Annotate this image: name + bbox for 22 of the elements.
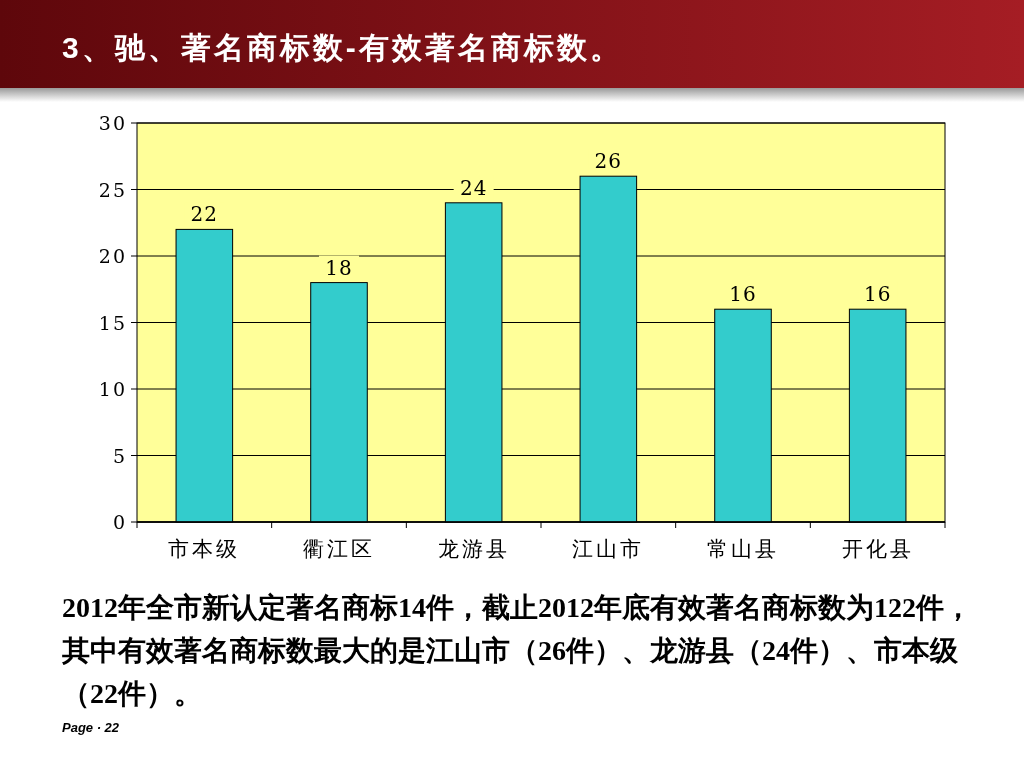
x-tick-label: 常山县 xyxy=(707,537,779,561)
x-tick-label: 市本级 xyxy=(168,537,241,561)
y-tick-label: 5 xyxy=(112,444,127,467)
data-label: 22 xyxy=(190,202,219,227)
y-tick-label: 0 xyxy=(112,511,127,533)
data-label: 16 xyxy=(863,282,892,307)
x-tick-label: 江山市 xyxy=(572,537,645,561)
data-label: 18 xyxy=(325,255,353,280)
text: Page · 22 xyxy=(62,720,120,735)
x-tick-label: 衢江区 xyxy=(303,537,375,561)
data-label: 26 xyxy=(594,149,623,174)
title: 3、驰、著名商标数-有效著名商标数。 xyxy=(62,31,623,64)
data-label: 24 xyxy=(459,175,488,200)
y-tick-label: 30 xyxy=(98,112,127,134)
y-tick-label: 20 xyxy=(98,245,127,267)
x-tick-label: 龙游县 xyxy=(437,537,510,561)
data-label: 16 xyxy=(729,282,757,307)
y-tick-label: 10 xyxy=(98,378,127,400)
x-tick-label: 开化县 xyxy=(841,537,914,561)
y-tick-label: 15 xyxy=(98,311,127,334)
y-tick-label: 25 xyxy=(98,178,127,201)
text: 2012年全市新认定著名商标14件，截止2012年底有效著名商标数为122件，其中有效著名商标数最大的是江山市（26件）、龙游县（24件）、市本级（22件）。 xyxy=(62,591,973,711)
